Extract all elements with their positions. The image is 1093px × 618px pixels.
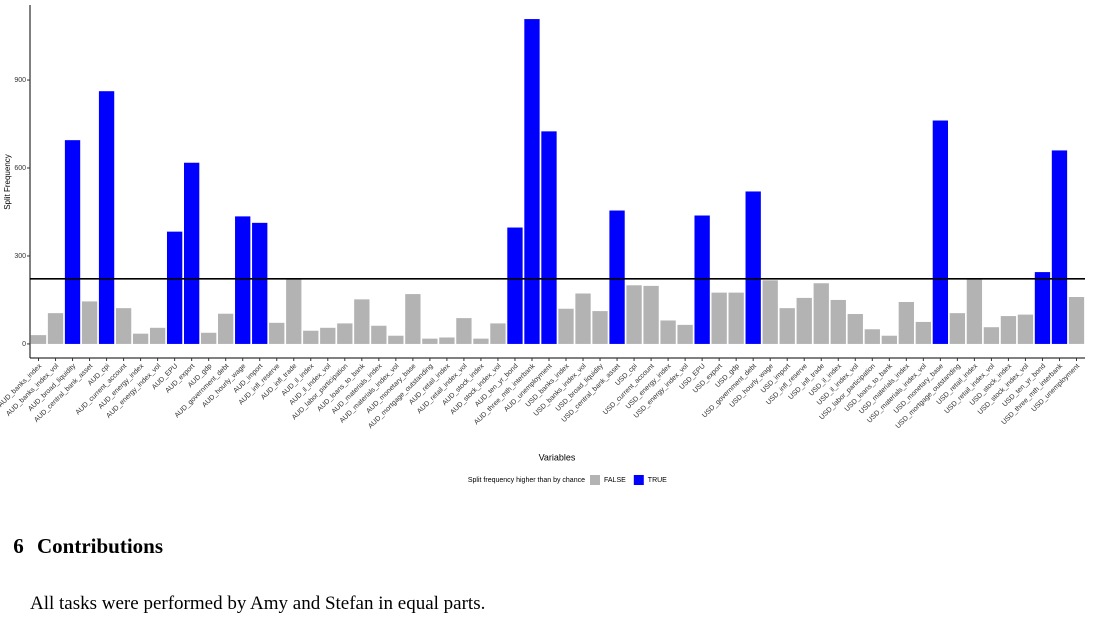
bar [745,191,761,344]
bar [388,335,404,344]
bar [541,131,557,344]
bar [796,297,812,344]
bar [166,231,183,344]
bar [81,301,98,344]
bar [354,299,370,344]
y-tick-label: 300 [14,253,26,260]
bar [115,308,132,344]
bar [983,327,1000,344]
y-axis-title: Split Frequency [3,154,12,210]
bar [1000,316,1017,344]
bar [864,329,880,344]
bar [847,314,863,344]
bar [643,285,659,344]
bar [762,280,778,344]
bar [524,19,540,344]
bar [405,294,421,344]
bar [660,320,676,344]
bar [286,278,302,344]
bar [677,324,693,344]
legend-label: TRUE [648,477,667,484]
bar [252,222,268,344]
bar [626,285,642,344]
bar [439,337,455,344]
bar [915,321,932,344]
bar [898,302,914,344]
bar [592,311,608,344]
bar [1068,297,1085,344]
y-tick-label: 900 [14,77,26,84]
bar [1017,314,1034,344]
bar [966,278,983,344]
bar [473,338,489,344]
bar [30,335,47,344]
bar [218,313,234,344]
legend-label: FALSE [604,477,626,484]
bar [183,162,200,344]
bar [932,120,949,344]
legend-swatch [633,475,644,485]
bar [337,323,353,344]
bar [490,323,506,344]
bar [98,91,115,344]
bar [949,313,966,344]
paragraph: All tasks were performed by Amy and Stef… [30,593,486,614]
bar [711,292,727,344]
bar [813,283,829,344]
y-tick-label: 600 [14,165,26,172]
bar [371,325,387,344]
bar [64,140,81,344]
bar [694,215,710,344]
bar [269,322,285,344]
bar [132,333,149,344]
bar [320,327,336,344]
bar [149,327,166,344]
bar [728,292,744,344]
legend-title: Split frequency higher than by chance [468,477,585,484]
bar [235,216,251,344]
bar [881,335,897,344]
bar [507,227,523,344]
bar [609,210,625,344]
x-axis-title: Variables [539,452,576,462]
section-title: Contributions [37,534,164,558]
legend-swatch [590,475,600,485]
bar [575,293,591,344]
section-number: 6 [13,534,24,558]
bar [422,338,438,344]
bar [1051,150,1068,344]
bar [303,330,319,344]
section-heading: 6 Contributions [0,534,163,559]
bar [830,299,846,344]
chart: Split Frequency Variables Split frequenc… [0,5,1085,485]
bar [558,308,574,344]
bar [779,308,795,344]
y-tick-label: 0 [22,341,26,348]
bar [201,332,217,344]
bar [1034,272,1051,344]
bar [47,313,64,344]
bar [456,318,472,344]
